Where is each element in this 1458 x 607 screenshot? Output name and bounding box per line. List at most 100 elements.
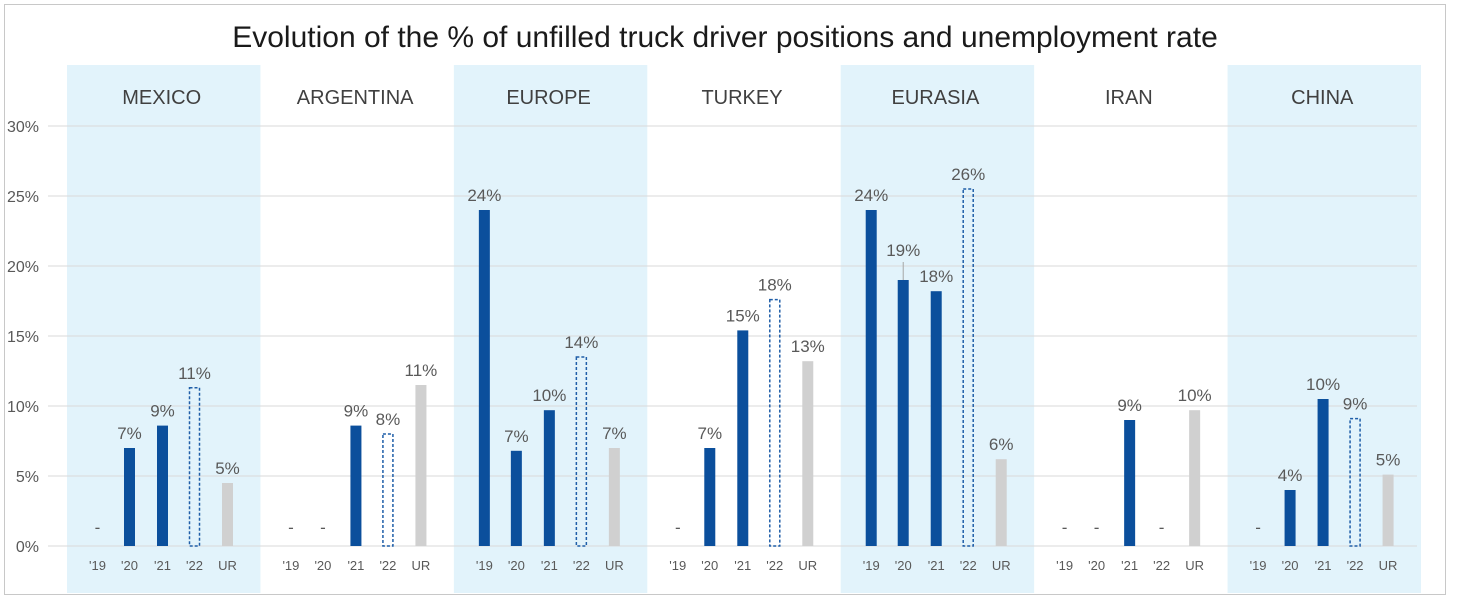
x-tick-label: '22 [1347, 558, 1364, 573]
x-tick-label: UR [412, 558, 431, 573]
data-label: 10% [1306, 375, 1340, 394]
data-label: 8% [376, 410, 401, 429]
missing-value-dash: - [1062, 518, 1068, 537]
x-tick-label: '22 [379, 558, 396, 573]
data-label: 26% [951, 165, 985, 184]
bar-unemployment [415, 385, 427, 546]
y-tick-label: 0% [16, 539, 39, 556]
region-labels: MEXICO ARGENTINA EUROPE TURKEY EURASIA IRAN CH… [122, 87, 1354, 109]
data-label: 14% [564, 333, 598, 352]
x-tick-label: UR [605, 558, 624, 573]
x-tick-label: UR [1185, 558, 1204, 573]
missing-value-dash: - [675, 518, 681, 537]
y-tick-label: 5% [16, 469, 39, 486]
y-tick-label: 30% [7, 119, 39, 136]
data-label: 13% [791, 337, 825, 356]
bar-forecast [1349, 417, 1361, 547]
data-label: 18% [919, 267, 953, 286]
bar-actual [157, 425, 168, 546]
data-label: 15% [726, 306, 760, 325]
bar-actual [350, 425, 362, 546]
chart-frame: Evolution of the % of unfilled truck dri… [4, 4, 1446, 595]
bar-actual [930, 291, 942, 546]
x-tick-label: '22 [766, 558, 783, 573]
data-label: 7% [602, 424, 627, 443]
region-label: IRAN [1105, 87, 1153, 109]
region-label: CHINA [1291, 87, 1354, 109]
bar-unemployment [222, 483, 233, 546]
region-label: ARGENTINA [297, 87, 414, 109]
bar-actual [865, 210, 877, 546]
region-label: MEXICO [122, 87, 201, 109]
chart-title: Evolution of the % of unfilled truck dri… [232, 21, 1218, 54]
x-tick-label: '20 [1282, 558, 1299, 573]
y-tick-label: 20% [7, 259, 39, 276]
data-label: 9% [150, 402, 175, 421]
gridlines [48, 125, 1417, 547]
y-tick-label: 15% [7, 329, 39, 346]
missing-value-dash: - [95, 518, 101, 537]
bar-unemployment [1189, 410, 1201, 546]
bar-forecast [575, 356, 588, 547]
data-label: 11% [405, 361, 438, 380]
data-label: 5% [215, 459, 240, 478]
y-axis: 0% 5% 10% 15% 20% 25% 30% [7, 119, 39, 556]
missing-value-dash: - [1159, 518, 1165, 537]
bar-actual [543, 410, 555, 546]
bar-forecast [769, 298, 781, 547]
bar-unemployment [802, 361, 814, 546]
data-label: 11% [178, 364, 211, 383]
x-tick-label: '19 [89, 558, 106, 573]
data-label: 10% [1178, 386, 1212, 405]
region-label: EURASIA [892, 87, 980, 109]
x-tick-label: '19 [863, 558, 880, 573]
bar-forecast [188, 387, 201, 547]
x-tick-label: '19 [1250, 558, 1267, 573]
data-label: 18% [758, 276, 792, 295]
y-tick-label: 10% [7, 399, 39, 416]
x-tick-label: '22 [186, 558, 203, 573]
x-tick-label: '20 [895, 558, 912, 573]
bar-unemployment [1382, 474, 1394, 546]
data-label: 6% [989, 435, 1014, 454]
data-label: 9% [344, 402, 369, 421]
region-bands [67, 65, 1421, 593]
x-tick-label: '22 [573, 558, 590, 573]
data-label: 4% [1278, 466, 1303, 485]
x-tick-label: '21 [1315, 558, 1332, 573]
bar-forecast [382, 433, 394, 547]
bar-marks: -7%9%11%5%- -9% 8%11%24%7%10%14%7%-7%15%18… [95, 165, 1401, 547]
x-tick-label: '21 [1121, 558, 1138, 573]
bar-actual [897, 280, 909, 546]
bar-actual [124, 448, 135, 546]
x-tick-label: '22 [960, 558, 977, 573]
bar-actual [1317, 399, 1329, 546]
x-tick-label: '21 [154, 558, 171, 573]
bar-actual [737, 330, 749, 546]
y-tick-label: 25% [7, 189, 39, 206]
x-tick-label: '22 [1153, 558, 1170, 573]
missing-value-dash: - [320, 518, 326, 537]
data-label: 24% [467, 186, 501, 205]
data-label: 5% [1376, 451, 1401, 470]
bar-actual [478, 210, 490, 546]
x-tick-label: UR [1379, 558, 1398, 573]
data-label: 9% [1343, 395, 1368, 414]
x-tick-label: '20 [701, 558, 718, 573]
x-tick-label: '19 [476, 558, 493, 573]
x-tick-label: '19 [1056, 558, 1073, 573]
x-tick-label: UR [992, 558, 1011, 573]
missing-value-dash: - [288, 518, 294, 537]
data-label: 10% [532, 386, 566, 405]
x-axis: '19 '20 '21 '22 UR '19 '20 '21 '22 UR '19 '20 '21 '22… [89, 558, 1397, 573]
x-tick-label: '19 [282, 558, 299, 573]
x-tick-label: '21 [541, 558, 558, 573]
chart-svg: Evolution of the % of unfilled truck dri… [7, 21, 1421, 593]
data-label: 7% [697, 424, 722, 443]
x-tick-label: UR [218, 558, 237, 573]
bar-actual [1284, 490, 1296, 546]
region-label: EUROPE [506, 87, 590, 109]
bar-forecast [962, 188, 974, 547]
data-label: 9% [1117, 396, 1142, 415]
x-tick-label: '21 [928, 558, 945, 573]
